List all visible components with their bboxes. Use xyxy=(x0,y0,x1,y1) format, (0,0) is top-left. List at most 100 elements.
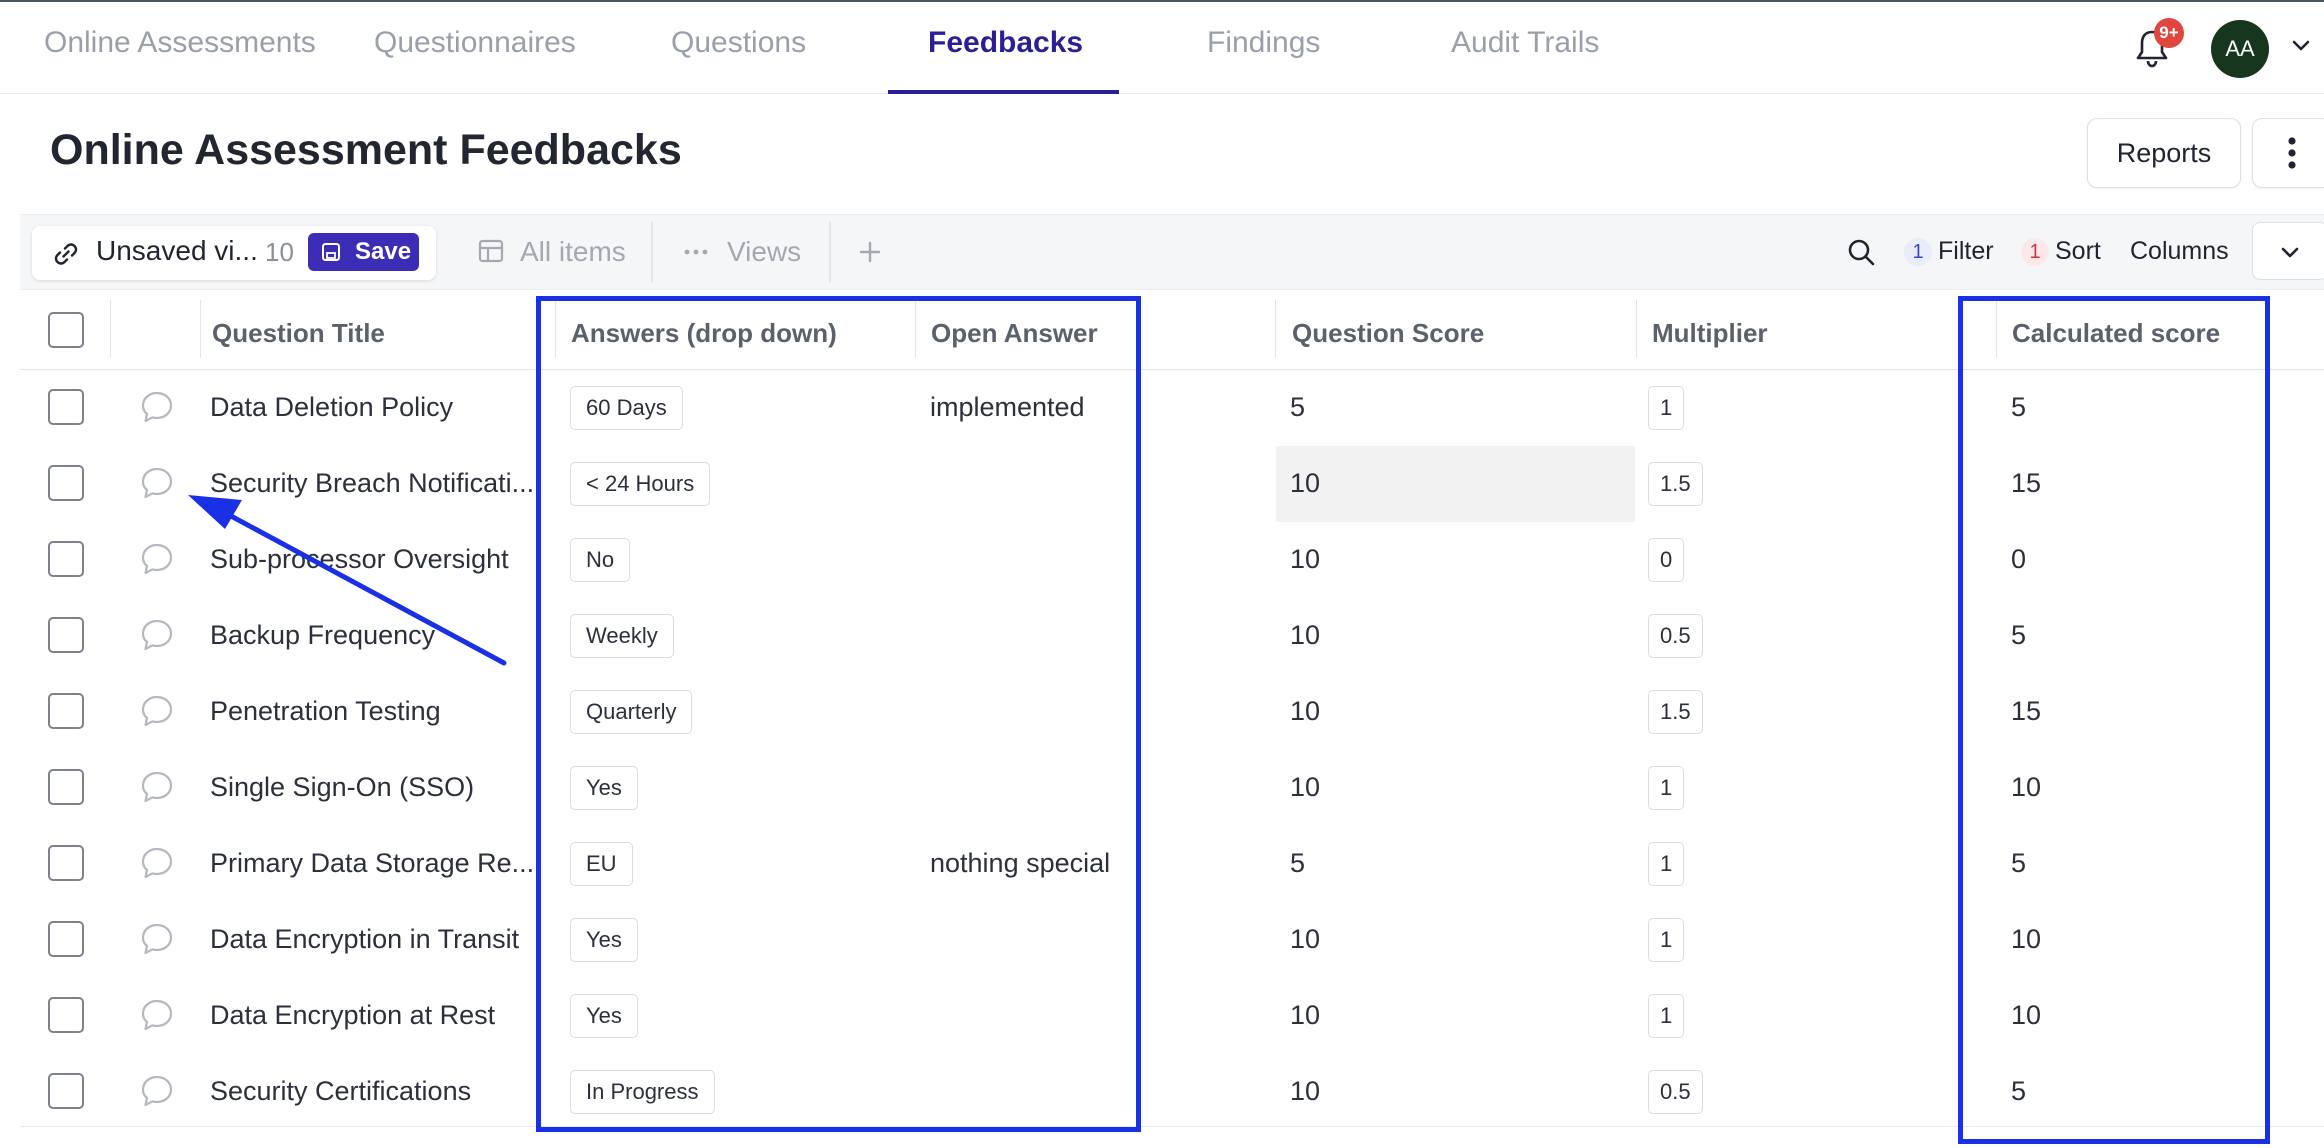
multiplier-chip[interactable]: 1.5 xyxy=(1648,690,1703,734)
question-score-cell[interactable]: 10 xyxy=(1290,1000,1321,1030)
question-score-cell[interactable]: 5 xyxy=(1290,848,1306,878)
table-row-title[interactable]: Data Encryption at Rest xyxy=(210,1000,496,1030)
tab-questionnaires[interactable]: Questionnaires xyxy=(374,26,576,59)
column-header-calculated-score[interactable]: Calculated score xyxy=(2012,318,2221,348)
row-checkbox[interactable] xyxy=(48,1073,84,1109)
answer-dropdown[interactable]: 60 Days xyxy=(570,386,683,430)
question-score-cell[interactable]: 5 xyxy=(1290,392,1306,422)
table-row-title[interactable]: Single Sign-On (SSO) xyxy=(210,772,475,802)
comment-icon[interactable] xyxy=(139,997,175,1033)
multiplier-chip[interactable]: 1 xyxy=(1648,766,1685,810)
all-items-view[interactable]: All items xyxy=(520,236,626,267)
comment-icon[interactable] xyxy=(139,389,175,425)
table-row-title[interactable]: Data Deletion Policy xyxy=(210,392,454,422)
tab-audit-trails[interactable]: Audit Trails xyxy=(1451,26,1600,59)
columns-button[interactable]: Columns xyxy=(2130,237,2229,265)
column-header-question-score[interactable]: Question Score xyxy=(1292,318,1485,348)
tab-findings[interactable]: Findings xyxy=(1207,26,1321,59)
multiplier-chip[interactable]: 0.5 xyxy=(1648,614,1703,658)
tab-feedbacks[interactable]: Feedbacks xyxy=(928,26,1084,59)
row-checkbox[interactable] xyxy=(48,845,84,881)
annotation-box-calculated-score xyxy=(1958,296,2270,1144)
comment-icon[interactable] xyxy=(139,921,175,957)
sort-button[interactable]: 1 Sort xyxy=(2021,237,2101,266)
multiplier-chip[interactable]: 1 xyxy=(1648,994,1685,1038)
comment-icon[interactable] xyxy=(139,845,175,881)
calculated-score-cell: 0 xyxy=(2011,544,2027,574)
answer-dropdown[interactable]: Yes xyxy=(570,994,638,1038)
comment-icon[interactable] xyxy=(139,617,175,653)
more-options-button[interactable] xyxy=(2252,118,2324,188)
calculated-score-cell: 10 xyxy=(2011,924,2042,954)
table-row-title[interactable]: Security Certifications xyxy=(210,1076,472,1106)
view-item-count: 10 xyxy=(265,237,294,267)
question-score-cell[interactable]: 10 xyxy=(1290,772,1321,802)
question-score-cell[interactable]: 10 xyxy=(1290,924,1321,954)
avatar[interactable]: AA xyxy=(2211,20,2269,78)
answer-dropdown[interactable]: In Progress xyxy=(570,1070,715,1114)
row-checkbox[interactable] xyxy=(48,465,84,501)
reports-button[interactable]: Reports xyxy=(2087,118,2241,188)
tab-online-assessments[interactable]: Online Assessments xyxy=(44,26,316,59)
table-row-title[interactable]: Primary Data Storage Re... xyxy=(210,848,535,878)
answer-dropdown[interactable]: < 24 Hours xyxy=(570,462,711,506)
comment-icon[interactable] xyxy=(139,693,175,729)
multiplier-chip[interactable]: 0 xyxy=(1648,538,1685,582)
calculated-score-cell: 15 xyxy=(2011,468,2042,498)
table-row-title[interactable]: Data Encryption in Transit xyxy=(210,924,520,954)
column-header-open-answer[interactable]: Open Answer xyxy=(931,318,1098,348)
question-score-cell[interactable]: 10 xyxy=(1290,468,1321,498)
column-header-question-title[interactable]: Question Title xyxy=(212,318,385,348)
calculated-score-cell: 5 xyxy=(2011,392,2027,422)
comment-icon[interactable] xyxy=(139,1073,175,1109)
header-divider xyxy=(20,369,2324,370)
question-score-cell[interactable]: 10 xyxy=(1290,1076,1321,1106)
multiplier-chip[interactable]: 1 xyxy=(1648,918,1685,962)
views-menu[interactable]: Views xyxy=(727,236,802,267)
row-checkbox[interactable] xyxy=(48,769,84,805)
row-checkbox[interactable] xyxy=(48,997,84,1033)
calculated-score-cell: 5 xyxy=(2011,1076,2027,1106)
open-answer-cell[interactable]: implemented xyxy=(930,392,1085,422)
multiplier-chip[interactable]: 1 xyxy=(1648,842,1685,886)
column-header-multiplier[interactable]: Multiplier xyxy=(1652,318,1768,348)
question-score-cell[interactable]: 10 xyxy=(1290,620,1321,650)
answer-dropdown[interactable]: EU xyxy=(570,842,633,886)
question-score-cell[interactable]: 10 xyxy=(1290,696,1321,726)
table-row-title[interactable]: Penetration Testing xyxy=(210,696,441,726)
column-divider xyxy=(110,300,111,358)
row-checkbox[interactable] xyxy=(48,541,84,577)
row-checkbox[interactable] xyxy=(48,617,84,653)
multiplier-chip[interactable]: 1 xyxy=(1648,386,1685,430)
collapse-toolbar-button[interactable] xyxy=(2252,222,2324,280)
chevron-down-icon[interactable] xyxy=(2290,34,2312,56)
calculated-score-cell: 15 xyxy=(2011,696,2042,726)
question-score-cell[interactable]: 10 xyxy=(1290,544,1321,574)
plus-icon[interactable] xyxy=(856,238,884,266)
open-answer-cell[interactable]: nothing special xyxy=(930,848,1111,878)
row-checkbox[interactable] xyxy=(48,389,84,425)
table-icon xyxy=(478,239,504,263)
save-view-button[interactable]: Save xyxy=(308,233,419,271)
comment-icon[interactable] xyxy=(139,541,175,577)
search-icon[interactable] xyxy=(1846,237,1876,267)
multiplier-chip[interactable]: 1.5 xyxy=(1648,462,1703,506)
answer-dropdown[interactable]: Yes xyxy=(570,918,638,962)
row-checkbox[interactable] xyxy=(48,921,84,957)
answer-dropdown[interactable]: No xyxy=(570,538,631,582)
notification-badge: 9+ xyxy=(2154,18,2184,48)
comment-icon[interactable] xyxy=(139,769,175,805)
multiplier-chip[interactable]: 0.5 xyxy=(1648,1070,1703,1114)
filter-button[interactable]: 1 Filter xyxy=(1904,237,1994,266)
top-nav xyxy=(0,0,2324,94)
answer-dropdown[interactable]: Quarterly xyxy=(570,690,693,734)
calculated-score-cell: 10 xyxy=(2011,772,2042,802)
tab-questions[interactable]: Questions xyxy=(671,26,807,59)
column-divider xyxy=(915,300,916,358)
row-checkbox[interactable] xyxy=(48,693,84,729)
comment-icon[interactable] xyxy=(139,465,175,501)
answer-dropdown[interactable]: Yes xyxy=(570,766,638,810)
answer-dropdown[interactable]: Weekly xyxy=(570,614,674,658)
column-header-answers[interactable]: Answers (drop down) xyxy=(571,318,837,348)
select-all-checkbox[interactable] xyxy=(48,312,84,348)
